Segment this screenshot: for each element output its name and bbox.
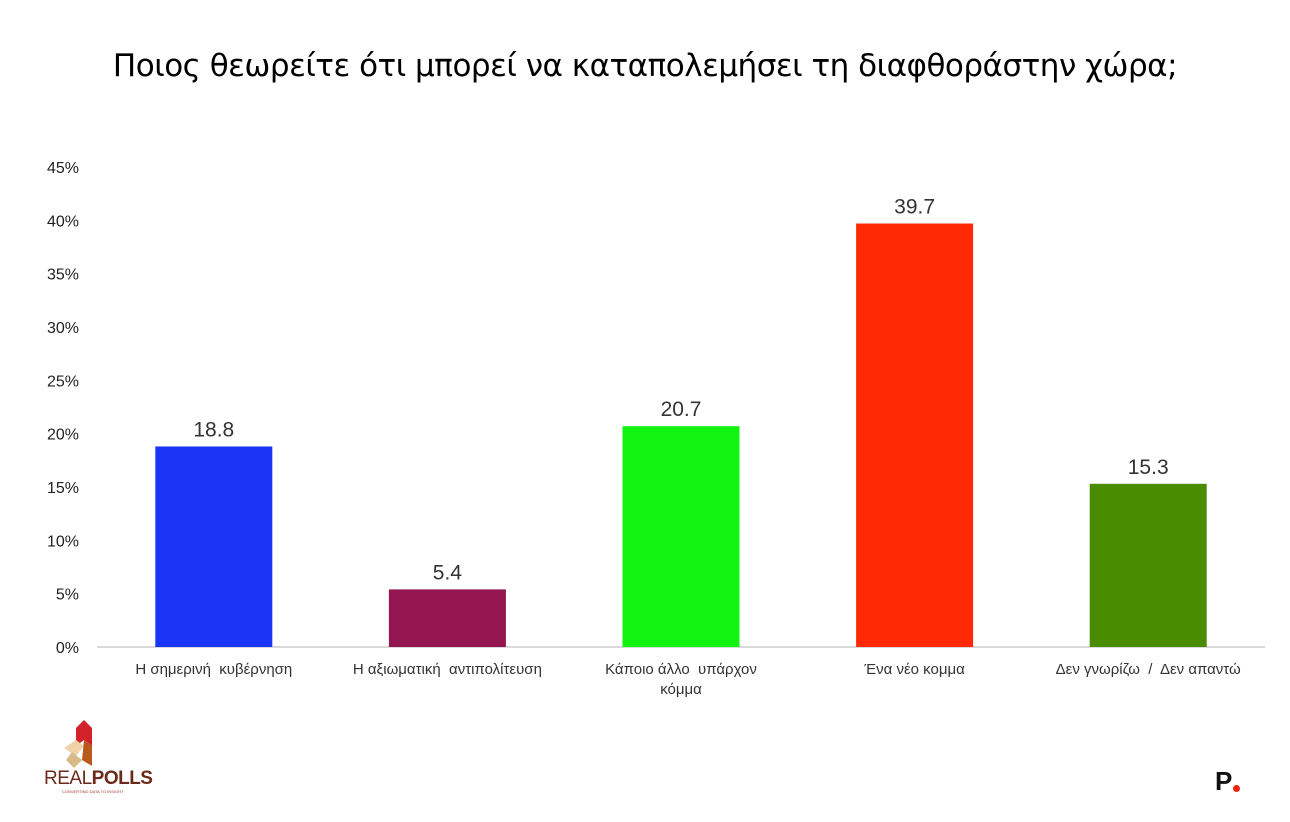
bar: [622, 426, 740, 647]
data-label: 15.3: [1128, 456, 1169, 479]
data-label: 18.8: [193, 418, 234, 441]
y-tick-label: 20%: [47, 427, 79, 444]
x-category-label: Δεν γνωρίζω / Δεν απαντώ: [1056, 661, 1241, 678]
y-tick-label: 45%: [47, 160, 79, 177]
realpolls-logo-icon: [64, 720, 92, 768]
data-label: 20.7: [661, 398, 702, 421]
y-tick-label: 30%: [47, 320, 79, 337]
y-tick-label: 15%: [47, 480, 79, 497]
data-label: 39.7: [894, 196, 935, 219]
y-tick-label: 40%: [47, 213, 79, 230]
bar: [1089, 483, 1207, 647]
x-category-label: Η αξιωματική αντιπολίτευση: [353, 661, 542, 678]
chart-title: Ποιος θεωρείτε ότι μπορεί να καταπολεμήσ…: [112, 48, 1178, 84]
bar: [856, 223, 974, 648]
x-category-label: Κάποιο άλλο υπάρχον: [605, 661, 757, 678]
y-tick-label: 10%: [47, 533, 79, 550]
y-tick-label: 5%: [56, 587, 79, 604]
x-category-label: κόμμα: [660, 681, 702, 698]
publisher-logo-dot: [1233, 785, 1240, 792]
x-category-label: Ένα νέο κομμα: [863, 661, 965, 678]
y-tick-label: 25%: [47, 373, 79, 390]
realpolls-logo-text: REALPOLLS: [44, 768, 153, 789]
bar: [388, 589, 506, 647]
x-category-label: Η σημερινή κυβέρνηση: [135, 661, 292, 678]
data-label: 5.4: [433, 561, 463, 584]
bar: [155, 446, 273, 647]
realpolls-tagline: CONVERTING DATA TO INSIGHT: [62, 789, 124, 794]
y-tick-label: 0%: [56, 640, 79, 657]
publisher-logo: P: [1215, 766, 1233, 796]
y-tick-label: 35%: [47, 267, 79, 284]
